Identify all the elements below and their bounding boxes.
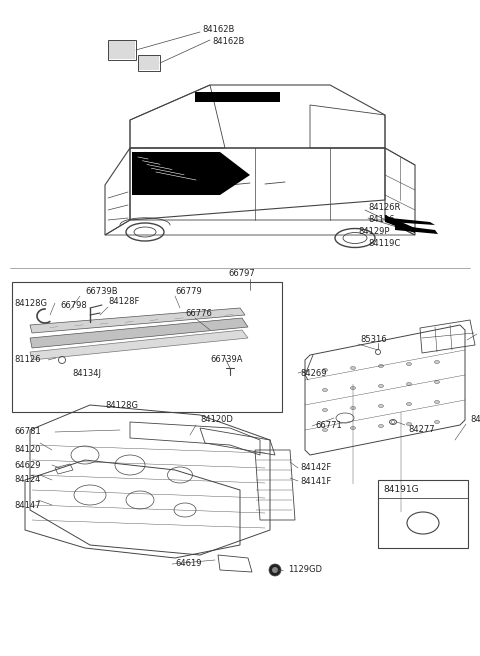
Text: 84129P: 84129P <box>358 226 389 236</box>
Text: 66776: 66776 <box>185 310 212 319</box>
Text: 84260: 84260 <box>470 415 480 424</box>
Ellipse shape <box>350 426 356 430</box>
Text: 84119C: 84119C <box>368 239 400 247</box>
Ellipse shape <box>407 422 411 426</box>
Bar <box>109 41 135 59</box>
Text: 84162B: 84162B <box>212 37 244 47</box>
Text: 84124: 84124 <box>14 476 40 485</box>
Bar <box>378 480 468 548</box>
Polygon shape <box>390 218 435 225</box>
Ellipse shape <box>350 367 356 369</box>
Text: 64629: 64629 <box>14 461 40 470</box>
Ellipse shape <box>323 409 327 411</box>
Text: 85316: 85316 <box>360 335 386 344</box>
Text: 84162B: 84162B <box>202 26 234 35</box>
Text: 66739B: 66739B <box>85 287 118 295</box>
Ellipse shape <box>350 407 356 409</box>
Ellipse shape <box>407 403 411 405</box>
Polygon shape <box>30 308 245 333</box>
Text: 84116: 84116 <box>368 216 395 224</box>
Bar <box>139 56 159 70</box>
Ellipse shape <box>379 424 384 428</box>
Text: 66739A: 66739A <box>210 356 242 365</box>
Bar <box>12 282 282 412</box>
Text: 84142F: 84142F <box>300 464 331 472</box>
Bar <box>138 55 160 71</box>
Ellipse shape <box>379 405 384 407</box>
Polygon shape <box>30 330 248 360</box>
Text: 84260H: 84260H <box>479 325 480 335</box>
Ellipse shape <box>434 361 440 363</box>
Ellipse shape <box>323 369 327 371</box>
Text: 1129GD: 1129GD <box>288 565 322 575</box>
Text: 84141F: 84141F <box>300 476 331 485</box>
Text: 84147: 84147 <box>14 501 40 510</box>
Text: 84126R: 84126R <box>368 203 400 213</box>
Text: 84120D: 84120D <box>200 415 233 424</box>
Ellipse shape <box>434 401 440 403</box>
Polygon shape <box>30 318 248 348</box>
Text: 84128G: 84128G <box>105 401 138 411</box>
Text: 66779: 66779 <box>175 287 202 295</box>
Ellipse shape <box>379 384 384 388</box>
Ellipse shape <box>350 386 356 390</box>
Text: 84134J: 84134J <box>72 369 101 379</box>
Polygon shape <box>385 215 415 233</box>
Text: 84191G: 84191G <box>383 485 419 493</box>
Text: 84277: 84277 <box>408 426 434 434</box>
Text: 84269: 84269 <box>300 369 326 377</box>
Polygon shape <box>195 92 280 102</box>
Text: 84128F: 84128F <box>108 298 139 306</box>
Ellipse shape <box>379 365 384 367</box>
Polygon shape <box>395 225 438 234</box>
Ellipse shape <box>323 428 327 432</box>
Text: 64619: 64619 <box>175 560 202 569</box>
Polygon shape <box>132 152 250 195</box>
Text: 84128G: 84128G <box>14 298 47 308</box>
Ellipse shape <box>272 567 278 573</box>
Ellipse shape <box>407 363 411 365</box>
Ellipse shape <box>434 380 440 384</box>
Text: 81126: 81126 <box>14 356 40 365</box>
Ellipse shape <box>434 420 440 424</box>
Text: 66771: 66771 <box>315 422 342 430</box>
Ellipse shape <box>407 382 411 386</box>
Bar <box>108 40 136 60</box>
Ellipse shape <box>323 388 327 392</box>
Text: 66781: 66781 <box>14 428 41 436</box>
Text: 84120: 84120 <box>14 445 40 455</box>
Text: 66797: 66797 <box>228 270 255 279</box>
Ellipse shape <box>269 564 281 576</box>
Text: 66798: 66798 <box>60 302 87 310</box>
